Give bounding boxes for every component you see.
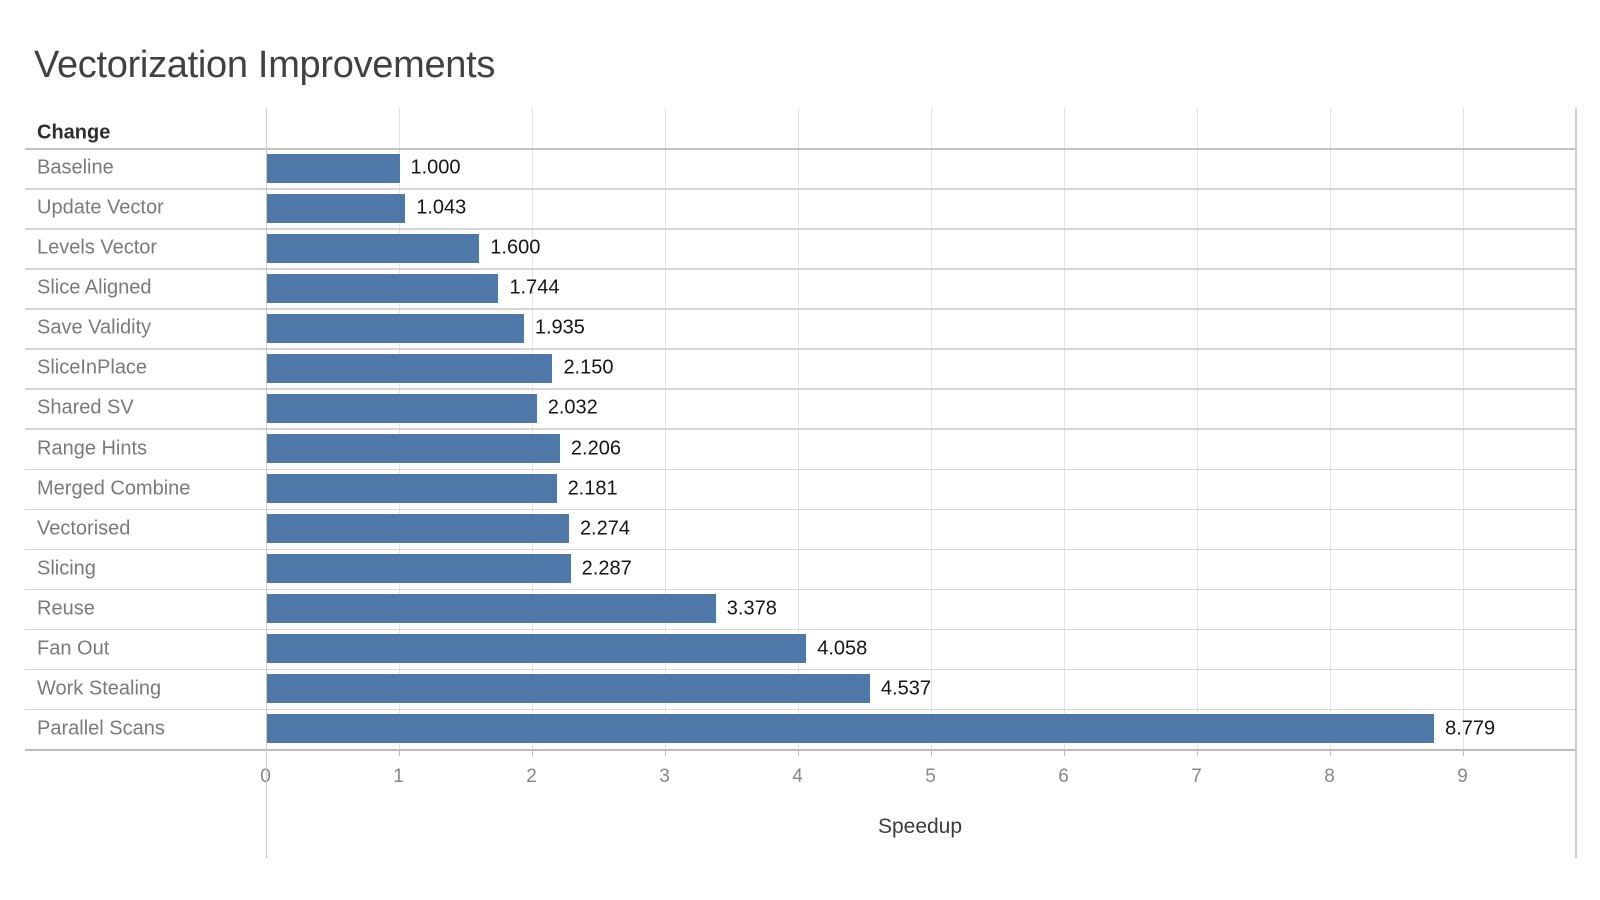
x-tick-mark <box>1462 749 1464 756</box>
row-separator <box>25 628 1575 631</box>
row-separator <box>25 708 1575 711</box>
value-label: 2.206 <box>570 437 621 459</box>
bar[interactable] <box>266 433 560 463</box>
x-tick-label: 6 <box>1058 766 1069 787</box>
row-separator <box>25 468 1575 471</box>
x-tick-mark <box>1329 749 1331 756</box>
bar[interactable] <box>266 474 557 504</box>
category-label[interactable]: Baseline <box>37 156 114 179</box>
row-separator <box>25 268 1575 270</box>
x-tick-mark <box>398 749 400 756</box>
x-tick-label: 3 <box>659 766 670 787</box>
x-tick-label: 1 <box>393 766 404 787</box>
bar[interactable] <box>266 353 553 383</box>
category-label[interactable]: Vectorised <box>37 517 131 540</box>
bar[interactable] <box>266 233 480 263</box>
row-separator <box>25 228 1575 230</box>
x-tick-mark <box>1063 749 1065 756</box>
category-label[interactable]: Fan Out <box>37 637 110 660</box>
chart-title: Vectorization Improvements <box>34 44 496 86</box>
value-label: 3.378 <box>726 597 777 620</box>
value-label: 2.150 <box>563 356 614 379</box>
row-separator <box>25 508 1575 511</box>
category-label[interactable]: SliceInPlace <box>37 356 148 379</box>
row-separator <box>25 588 1575 591</box>
x-tick-mark <box>1196 749 1198 756</box>
value-label: 4.537 <box>880 677 931 700</box>
bar[interactable] <box>266 393 537 423</box>
row-header-change: Change <box>37 121 111 144</box>
value-label: 8.779 <box>1445 717 1496 740</box>
row-separator <box>25 548 1575 551</box>
category-label[interactable]: Reuse <box>37 597 95 620</box>
row-separator <box>25 348 1575 350</box>
category-label[interactable]: Work Stealing <box>37 677 162 700</box>
x-tick-label: 2 <box>526 766 537 787</box>
row-separator <box>25 428 1575 430</box>
category-label[interactable]: Save Validity <box>37 316 152 339</box>
value-label: 2.287 <box>581 557 632 580</box>
row-separator <box>25 388 1575 390</box>
x-tick-label: 7 <box>1191 766 1202 787</box>
x-tick-mark <box>797 749 799 756</box>
row-separator <box>25 668 1575 671</box>
category-label[interactable]: Shared SV <box>37 396 134 419</box>
x-tick-mark <box>531 749 533 756</box>
value-label: 1.744 <box>509 276 560 299</box>
bar[interactable] <box>266 313 524 343</box>
value-label: 2.274 <box>579 517 630 540</box>
value-label: 1.600 <box>490 236 541 259</box>
row-separator <box>25 188 1575 190</box>
bar[interactable] <box>266 594 716 624</box>
bar[interactable] <box>266 273 499 303</box>
x-tick-mark <box>930 749 932 756</box>
category-label[interactable]: Slicing <box>37 557 96 580</box>
value-label: 1.935 <box>534 316 585 339</box>
x-tick-mark <box>664 749 666 756</box>
x-axis-title: Speedup <box>877 815 963 838</box>
bar[interactable] <box>266 674 870 704</box>
bar[interactable] <box>266 193 406 223</box>
category-label[interactable]: Levels Vector <box>37 236 158 259</box>
row-separator <box>25 308 1575 310</box>
x-tick-label: 4 <box>792 766 803 787</box>
value-label: 2.032 <box>547 396 598 419</box>
value-label: 2.181 <box>567 477 618 500</box>
category-label[interactable]: Slice Aligned <box>37 276 152 299</box>
value-label: 1.000 <box>410 156 461 179</box>
category-label[interactable]: Merged Combine <box>37 477 191 500</box>
bar[interactable] <box>266 514 569 544</box>
pane-right-border <box>1575 108 1577 858</box>
bar[interactable] <box>266 714 1435 744</box>
x-axis-line <box>25 749 1575 751</box>
x-tick-label: 8 <box>1324 766 1335 787</box>
value-label: 1.043 <box>416 196 467 219</box>
header-separator <box>25 148 1575 150</box>
category-label[interactable]: Range Hints <box>37 437 148 459</box>
bar[interactable] <box>266 634 807 664</box>
x-tick-label: 5 <box>925 766 936 787</box>
category-label[interactable]: Update Vector <box>37 196 164 219</box>
category-label[interactable]: Parallel Scans <box>37 717 165 740</box>
bar[interactable] <box>266 153 400 183</box>
bar[interactable] <box>266 554 571 584</box>
y-axis-line <box>265 108 267 858</box>
x-tick-label: 9 <box>1457 766 1468 787</box>
value-label: 4.058 <box>817 637 868 660</box>
